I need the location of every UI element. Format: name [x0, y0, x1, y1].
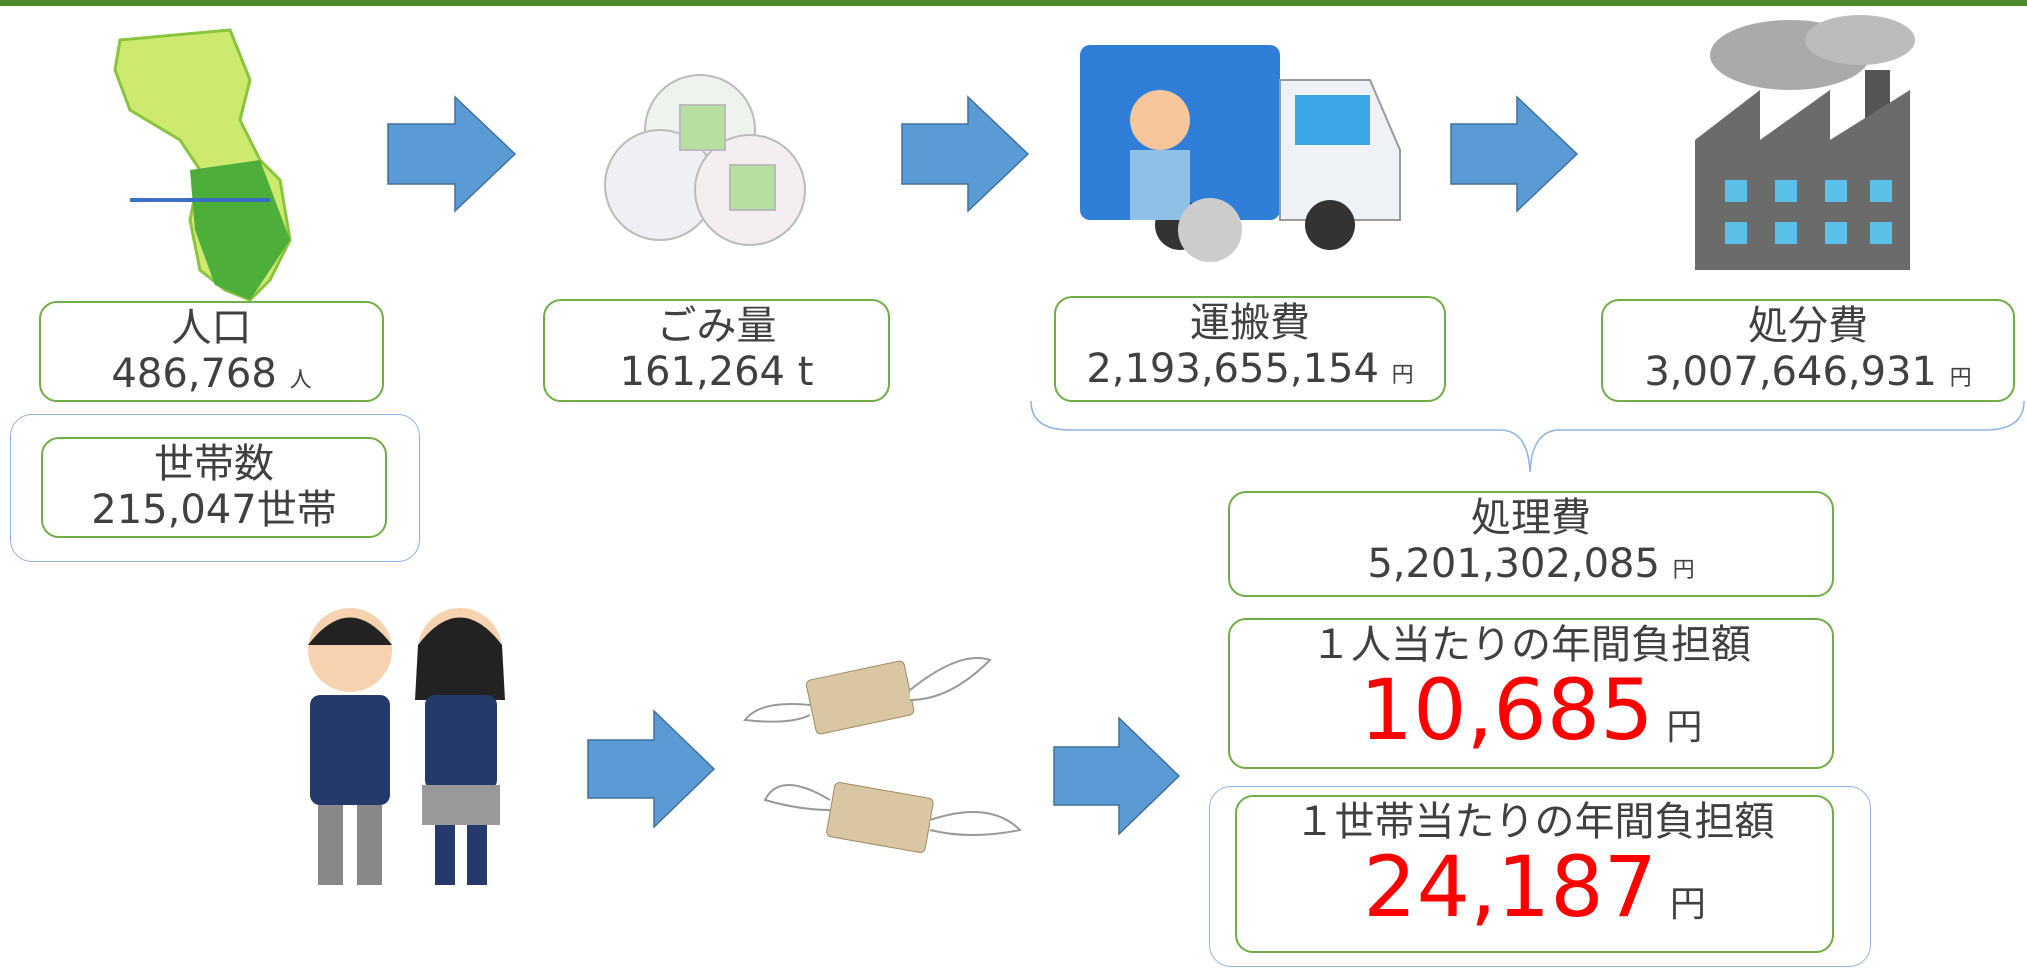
- value-line: 5,201,302,085 円: [1230, 541, 1832, 587]
- value: 3,007,646,931: [1644, 349, 1937, 395]
- top-bar: [0, 0, 2027, 6]
- label: 人口: [171, 305, 252, 351]
- per-person-box: １人当たりの年間負担額 10,685 円: [1228, 618, 1834, 769]
- value: 486,768: [111, 351, 277, 397]
- label: １世帯当たりの年間負担額: [1294, 799, 1775, 845]
- per-household-box: １世帯当たりの年間負担額 24,187 円: [1235, 795, 1834, 953]
- map-illustration: [113, 28, 292, 302]
- label: １人当たりの年間負担額: [1311, 622, 1751, 668]
- value: 215,047世帯: [91, 487, 337, 533]
- transport-box: 運搬費 2,193,655,154 円: [1054, 296, 1446, 402]
- population-box: 人口 486,768 人: [39, 301, 384, 402]
- total-box: 処理費 5,201,302,085 円: [1228, 491, 1834, 597]
- money-illustration: [743, 657, 1023, 853]
- value-line: 24,187 円: [1237, 845, 1832, 929]
- value-line: 486,768 人: [41, 351, 382, 397]
- unit: 円: [1391, 363, 1414, 388]
- disposal-box: 処分費 3,007,646,931 円: [1601, 299, 2015, 402]
- truck-illustration: [1080, 45, 1401, 262]
- value: 2,193,655,154: [1086, 346, 1379, 392]
- unit: 人: [289, 368, 312, 393]
- students-illustration: [308, 608, 505, 885]
- label: 処分費: [1748, 303, 1868, 349]
- label: 世帯数: [154, 441, 274, 487]
- value: 10,685: [1359, 661, 1654, 759]
- label: 処理費: [1471, 495, 1591, 541]
- value: 161,264 t: [619, 349, 814, 395]
- value: 24,187: [1363, 838, 1658, 936]
- unit: 円: [1666, 707, 1703, 748]
- factory-illustration: [1695, 15, 1915, 270]
- label: 運搬費: [1190, 300, 1310, 346]
- household-bracket: [10, 414, 420, 562]
- unit: 円: [1949, 366, 1972, 391]
- unit: 円: [1672, 558, 1695, 583]
- garbage-illustration: [604, 74, 806, 246]
- arrows: [387, 95, 1579, 836]
- value: 5,201,302,085: [1367, 541, 1660, 587]
- value-line: 3,007,646,931 円: [1603, 349, 2013, 395]
- brace: [1030, 400, 2025, 473]
- value-line: 10,685 円: [1230, 668, 1832, 752]
- unit: 円: [1669, 884, 1706, 925]
- waste-box: ごみ量 161,264 t: [543, 299, 890, 402]
- households-box: 世帯数 215,047世帯: [41, 437, 387, 538]
- per-household-bracket: [1209, 786, 1871, 967]
- value-line: 2,193,655,154 円: [1056, 346, 1444, 392]
- label: ごみ量: [656, 303, 777, 349]
